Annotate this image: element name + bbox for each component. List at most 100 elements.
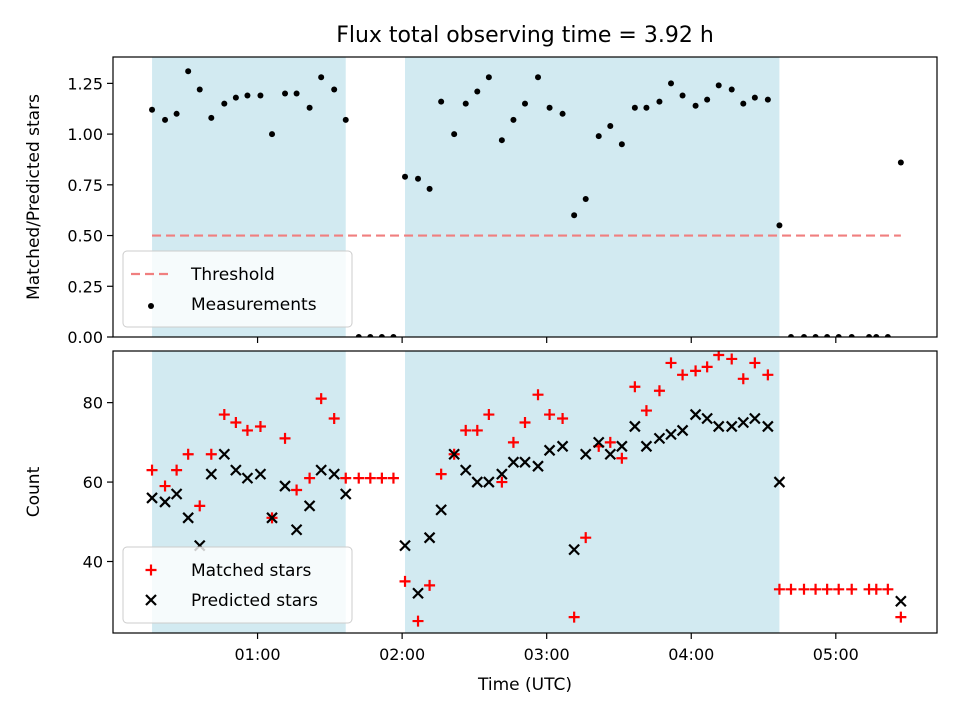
data-point bbox=[340, 472, 352, 484]
data-point bbox=[182, 448, 194, 460]
data-point bbox=[749, 357, 761, 369]
data-point bbox=[290, 523, 303, 536]
data-point bbox=[787, 334, 794, 337]
data-point bbox=[185, 68, 192, 75]
data-point bbox=[182, 512, 194, 524]
data-point bbox=[592, 436, 605, 449]
data-point bbox=[737, 373, 749, 385]
data-point bbox=[715, 82, 722, 89]
data-point bbox=[510, 116, 517, 123]
data-point bbox=[689, 408, 702, 421]
data-point bbox=[304, 472, 316, 484]
data-point bbox=[266, 512, 278, 524]
data-point bbox=[364, 472, 376, 484]
data-point bbox=[773, 476, 786, 488]
shaded-interval bbox=[405, 57, 780, 337]
data-point bbox=[402, 173, 409, 180]
panel-data bbox=[146, 351, 907, 627]
data-point bbox=[712, 420, 725, 433]
data-point bbox=[762, 420, 774, 433]
data-point bbox=[701, 412, 713, 425]
x-tick-label: 05:00 bbox=[813, 645, 859, 664]
data-point bbox=[279, 432, 291, 444]
data-point bbox=[254, 420, 266, 432]
data-point bbox=[653, 385, 665, 397]
data-point bbox=[665, 428, 677, 441]
data-point bbox=[171, 464, 183, 476]
y-tick-label: 80 bbox=[83, 394, 103, 413]
data-point bbox=[435, 504, 447, 516]
data-point bbox=[426, 185, 433, 192]
data-point bbox=[328, 413, 340, 425]
data-point bbox=[218, 409, 230, 421]
data-point bbox=[701, 361, 713, 373]
data-point bbox=[870, 583, 882, 595]
data-point bbox=[462, 100, 469, 107]
data-point bbox=[170, 488, 183, 500]
data-point bbox=[882, 583, 894, 595]
data-point bbox=[315, 393, 327, 405]
data-point bbox=[556, 440, 569, 453]
data-point bbox=[785, 583, 797, 595]
data-point bbox=[390, 334, 397, 337]
data-point bbox=[846, 583, 858, 595]
data-point bbox=[315, 464, 327, 476]
chart-title: Flux total observing time = 3.92 h bbox=[336, 23, 714, 48]
data-point bbox=[679, 92, 686, 99]
data-point bbox=[230, 416, 242, 428]
data-point bbox=[725, 420, 738, 433]
panel-2: 01:00 02:00 03:00 04:00 05:00 40 60 80 Count Matc… bbox=[24, 350, 938, 664]
data-point bbox=[282, 90, 289, 97]
data-point bbox=[631, 104, 638, 111]
x-tick-label: 03:00 bbox=[524, 645, 570, 664]
y-tick-label: 1.00 bbox=[67, 125, 103, 144]
data-point bbox=[692, 102, 699, 109]
y-tick-label: 0.00 bbox=[67, 328, 103, 347]
data-point bbox=[824, 334, 831, 337]
data-point bbox=[471, 476, 484, 488]
data-point bbox=[532, 460, 544, 472]
panel-data bbox=[149, 68, 904, 337]
data-point bbox=[656, 98, 663, 105]
data-point bbox=[244, 92, 251, 99]
data-point bbox=[604, 448, 617, 461]
data-point bbox=[519, 416, 531, 428]
data-point bbox=[412, 615, 424, 627]
data-point bbox=[196, 86, 203, 93]
data-point bbox=[415, 175, 422, 182]
panels-layer: 0.00 0.25 0.50 0.75 1.00 1.25 Matched/Predicte… bbox=[24, 56, 938, 664]
data-point bbox=[535, 74, 542, 81]
data-point bbox=[342, 116, 349, 123]
data-point bbox=[568, 611, 580, 623]
data-point bbox=[653, 432, 666, 445]
data-point bbox=[159, 480, 171, 492]
data-point bbox=[293, 90, 300, 97]
data-point bbox=[471, 424, 483, 436]
y-axis-label: Count bbox=[24, 466, 44, 517]
data-point bbox=[618, 141, 625, 148]
data-point bbox=[616, 452, 628, 464]
data-point bbox=[173, 110, 180, 117]
data-point bbox=[607, 122, 614, 129]
data-point bbox=[776, 222, 783, 229]
data-point bbox=[884, 334, 891, 337]
data-point bbox=[835, 334, 842, 337]
data-point bbox=[580, 532, 592, 544]
data-point bbox=[451, 131, 458, 138]
data-point bbox=[448, 448, 460, 461]
data-point bbox=[241, 424, 253, 436]
legend-label: Matched stars bbox=[191, 561, 311, 581]
data-point bbox=[762, 369, 774, 381]
data-point bbox=[423, 531, 436, 544]
data-point bbox=[146, 492, 158, 504]
data-point bbox=[424, 579, 436, 591]
data-point bbox=[483, 409, 495, 421]
data-point bbox=[640, 405, 652, 417]
y-tick-label: 1.25 bbox=[67, 74, 103, 93]
x-axis-label: Time (UTC) bbox=[477, 675, 572, 695]
data-point bbox=[232, 94, 239, 101]
data-point bbox=[318, 74, 325, 81]
data-point bbox=[595, 133, 602, 140]
data-point bbox=[367, 334, 374, 337]
